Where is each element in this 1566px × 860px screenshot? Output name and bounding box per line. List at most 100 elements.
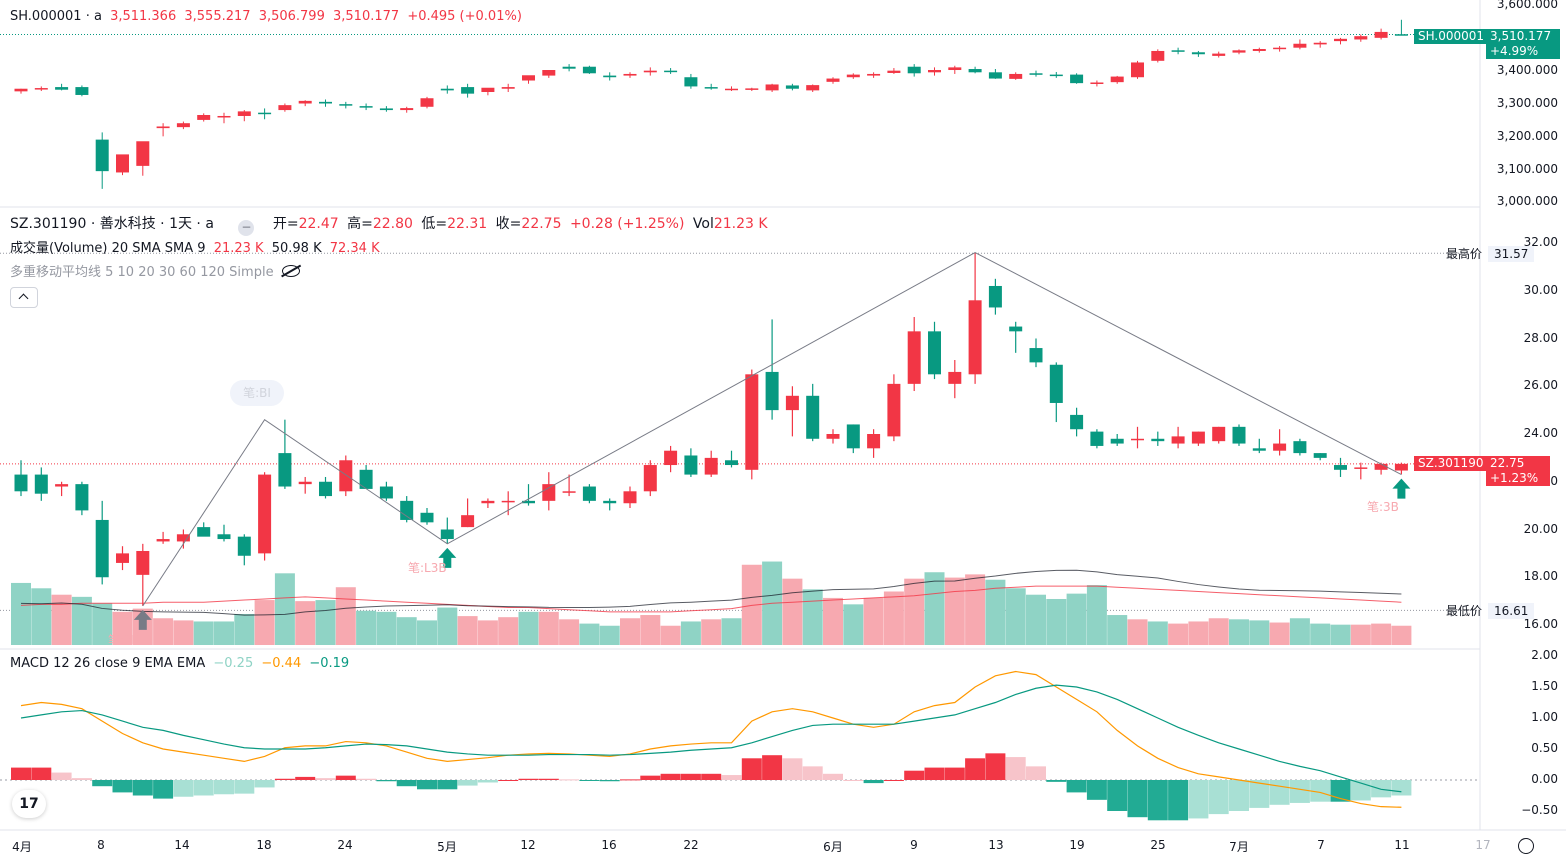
index-candle [1293, 43, 1307, 48]
volume-bar [498, 617, 519, 645]
volume-bar [1249, 620, 1270, 645]
macd-axis-tick: 0.50 [1531, 741, 1558, 755]
index-candle [319, 101, 332, 104]
macd-histogram-bar [640, 775, 661, 780]
index-candle [684, 77, 698, 87]
bi-arrow-icon [1392, 478, 1411, 499]
macd-histogram-bar [823, 773, 843, 780]
bi-label-mid: 笔:L3B [408, 561, 447, 575]
index-candle [643, 70, 657, 73]
volume-bar [214, 621, 234, 645]
macd-histogram-bar [660, 773, 681, 780]
high-tag-label: 最高价 [1446, 247, 1483, 261]
stock-candle [1293, 441, 1307, 454]
volume-bar [924, 572, 945, 645]
stock-candle [1252, 448, 1266, 451]
stock-candle [1110, 438, 1124, 444]
macd-histogram-bar [1026, 766, 1046, 780]
index-candle [1090, 82, 1104, 84]
stock-axis-tick: 16.00 [1523, 617, 1558, 631]
index-symbol[interactable]: SH.000001 · a [10, 9, 102, 24]
stock-candle [704, 457, 718, 475]
macd-histogram-bar [274, 778, 295, 780]
stock-candle [745, 374, 759, 470]
stock-candle [55, 484, 69, 487]
volume-bar [376, 611, 397, 645]
stock-candle [14, 474, 28, 492]
macd-histogram-bar [11, 767, 31, 780]
macd-histogram-bar [335, 775, 356, 780]
index-price-tag: 3,510.177 +4.99% [1486, 29, 1560, 59]
index-candle [948, 67, 962, 71]
volume-bar [985, 579, 1006, 645]
index-candle [1212, 53, 1226, 56]
index-candle [745, 88, 759, 90]
index-candle [1151, 50, 1165, 61]
index-candle [440, 88, 454, 91]
volume-bar [173, 620, 194, 645]
bi-arrow-icon [133, 609, 152, 630]
volume-bar [1289, 618, 1310, 645]
ma-legend[interactable]: 多重移动平均线 5 10 20 30 60 120 Simple [10, 264, 304, 282]
settings-gear-icon[interactable] [1518, 838, 1534, 854]
macd-histogram-bar [71, 778, 92, 780]
stock-axis-tick: 30.00 [1523, 282, 1558, 297]
index-candle [1131, 62, 1144, 78]
macd-histogram-bar [1046, 780, 1067, 782]
macd-axis-tick: 1.50 [1531, 679, 1558, 693]
eye-off-icon[interactable] [280, 264, 301, 277]
macd-histogram-bar [883, 780, 904, 781]
macd-histogram-bar [1188, 780, 1209, 819]
stock-symbol[interactable]: SZ.301190 · 善水科技 · 1天 · a [10, 216, 214, 232]
macd-legend[interactable]: MACD 12 26 close 9 EMA EMA −0.25 −0.44 −… [10, 655, 353, 673]
open-value: 22.47 [298, 216, 339, 232]
stock-candle [34, 474, 48, 494]
index-axis-tick: 3,000.000 [1496, 194, 1558, 209]
low-value: 22.31 [447, 216, 488, 232]
stock-price-tag-pct: +1.23% [1490, 471, 1539, 485]
index-candle [806, 85, 820, 91]
collapse-legends-button[interactable] [10, 287, 38, 308]
stock-candle [968, 300, 982, 375]
macd-legend-v2: −0.44 [261, 656, 302, 671]
volume-bar [1066, 593, 1087, 645]
macd-histogram-bar [1086, 780, 1107, 800]
collapse-dot-icon[interactable]: − [238, 220, 255, 236]
tradingview-logo-icon[interactable]: 17 [12, 790, 46, 818]
ma-legend-label: 多重移动平均线 5 10 20 30 60 120 Simple [10, 265, 274, 280]
stock-candle [197, 527, 211, 537]
index-header: SH.000001 · a 3,511.366 3,555.217 3,506.… [10, 8, 526, 26]
stock-candle [582, 486, 596, 501]
stock-candle [176, 534, 190, 542]
macd-histogram-bar [559, 779, 580, 781]
macd-histogram-bar [721, 775, 742, 780]
volume-bar [1026, 594, 1046, 645]
macd-legend-label: MACD 12 26 close 9 EMA EMA [10, 656, 206, 671]
index-candle [785, 85, 799, 89]
macd-histogram-bar [356, 778, 377, 780]
index-candle [237, 111, 251, 116]
bi-label-end: 笔:3B [1367, 500, 1399, 514]
index-candle [542, 70, 556, 76]
time-axis-tick: 12 [520, 838, 536, 852]
volume-bar [944, 577, 965, 645]
low-tag-value: 16.61 [1488, 603, 1535, 619]
index-close: 3,510.177 [333, 9, 400, 24]
volume-bar [417, 620, 437, 645]
macd-histogram-bar [193, 780, 214, 796]
stock-candle [1049, 364, 1063, 403]
stock-axis-tick: 26.00 [1523, 378, 1558, 393]
index-candle [928, 70, 941, 73]
index-candle [359, 106, 373, 108]
macd-histogram-bar [843, 780, 864, 781]
low-label: 低= [421, 216, 448, 232]
index-change: +0.495 (+0.01%) [407, 9, 522, 24]
volume-bar [1310, 623, 1331, 645]
bi-arrow-icon [438, 547, 457, 568]
volume-bar [1107, 615, 1128, 645]
index-candle [501, 87, 515, 89]
index-candle [1394, 34, 1408, 36]
time-axis-tick: 24 [337, 838, 353, 852]
volume-legend[interactable]: 成交量(Volume) 20 SMA SMA 9 21.23 K 50.98 K… [10, 240, 384, 258]
